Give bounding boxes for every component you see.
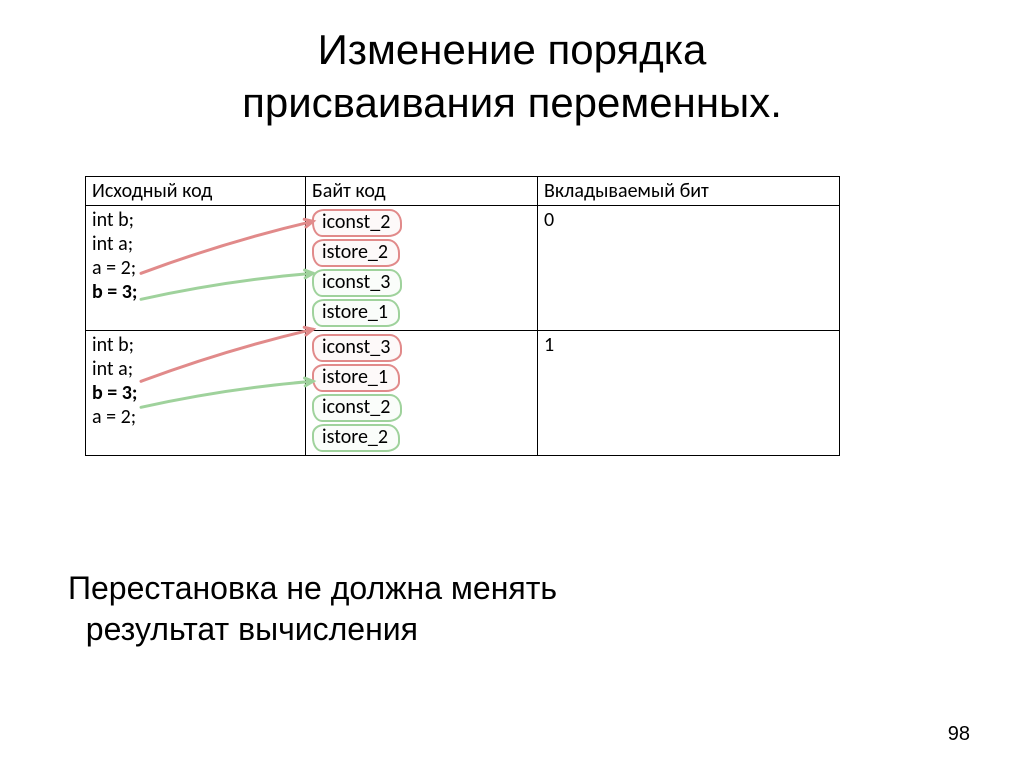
bytecode-box: istore_2 [312, 424, 400, 452]
src-line: b = 3; [92, 381, 299, 405]
col-header-source: Исходный код [86, 177, 306, 206]
caption-line-2: результат вычисления [86, 611, 418, 647]
cell-source: int b; int a; a = 2; b = 3; [86, 206, 306, 331]
title-line-2: присваивания переменных. [242, 79, 782, 126]
src-line: a = 2; [92, 256, 299, 280]
col-header-bytecode: Байт код [306, 177, 538, 206]
table-header-row: Исходный код Байт код Вкладываемый бит [86, 177, 840, 206]
cell-bytecode: iconst_3 istore_1 iconst_2 istore_2 [306, 331, 538, 456]
cell-bit: 1 [538, 331, 840, 456]
slide-title: Изменение порядка присваивания переменны… [0, 0, 1024, 129]
table-row: int b; int a; b = 3; a = 2; iconst_3 ist… [86, 331, 840, 456]
bytecode-box: iconst_2 [312, 394, 402, 422]
src-line: int a; [92, 357, 299, 381]
bytecode-box: iconst_3 [312, 334, 402, 362]
cell-bytecode: iconst_2 istore_2 iconst_3 istore_1 [306, 206, 538, 331]
caption: Перестановка не должна менять результат … [68, 568, 948, 650]
table-container: Исходный код Байт код Вкладываемый бит i… [85, 176, 839, 456]
title-line-1: Изменение порядка [318, 26, 707, 73]
cell-source: int b; int a; b = 3; a = 2; [86, 331, 306, 456]
src-line: a = 2; [92, 405, 299, 429]
caption-line-1: Перестановка не должна менять [68, 570, 557, 606]
slide: Изменение порядка присваивания переменны… [0, 0, 1024, 768]
src-line: b = 3; [92, 280, 299, 304]
cell-bit: 0 [538, 206, 840, 331]
bytecode-box: istore_1 [312, 299, 400, 327]
page-number: 98 [948, 723, 970, 746]
bytecode-box: istore_2 [312, 239, 400, 267]
table-body: int b; int a; a = 2; b = 3; iconst_2 ist… [86, 206, 840, 456]
table-row: int b; int a; a = 2; b = 3; iconst_2 ist… [86, 206, 840, 331]
col-header-bit: Вкладываемый бит [538, 177, 840, 206]
src-line: int b; [92, 333, 299, 357]
bytecode-table: Исходный код Байт код Вкладываемый бит i… [85, 176, 840, 456]
bytecode-box: iconst_3 [312, 269, 402, 297]
src-line: int a; [92, 232, 299, 256]
bytecode-box: iconst_2 [312, 209, 402, 237]
bytecode-box: istore_1 [312, 364, 400, 392]
src-line: int b; [92, 208, 299, 232]
